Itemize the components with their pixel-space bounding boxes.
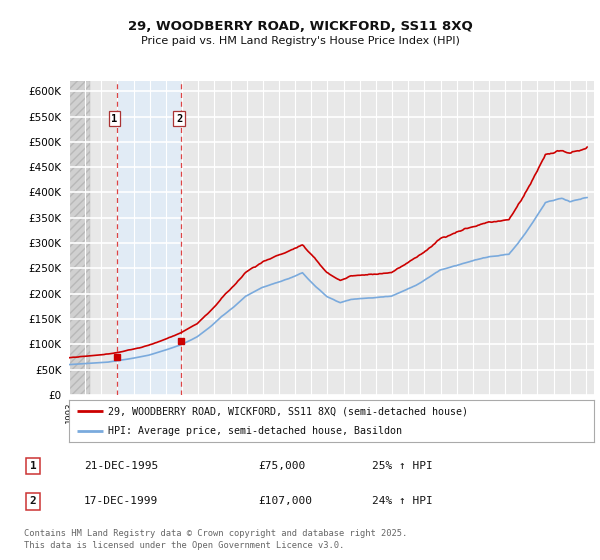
Text: 29, WOODBERRY ROAD, WICKFORD, SS11 8XQ: 29, WOODBERRY ROAD, WICKFORD, SS11 8XQ: [128, 20, 472, 32]
Text: 2: 2: [176, 114, 182, 124]
Text: 1: 1: [112, 114, 118, 124]
Text: 21-DEC-1995: 21-DEC-1995: [84, 461, 158, 471]
Text: 29, WOODBERRY ROAD, WICKFORD, SS11 8XQ (semi-detached house): 29, WOODBERRY ROAD, WICKFORD, SS11 8XQ (…: [109, 407, 469, 416]
Text: Price paid vs. HM Land Registry's House Price Index (HPI): Price paid vs. HM Land Registry's House …: [140, 36, 460, 46]
Text: £107,000: £107,000: [258, 496, 312, 506]
Text: Contains HM Land Registry data © Crown copyright and database right 2025.
This d: Contains HM Land Registry data © Crown c…: [24, 529, 407, 550]
Text: 2: 2: [29, 496, 37, 506]
Text: 17-DEC-1999: 17-DEC-1999: [84, 496, 158, 506]
Text: £75,000: £75,000: [258, 461, 305, 471]
Bar: [117, 81, 181, 395]
Text: 1: 1: [29, 461, 37, 471]
Bar: [69, 81, 90, 395]
Text: 24% ↑ HPI: 24% ↑ HPI: [372, 496, 433, 506]
Text: 25% ↑ HPI: 25% ↑ HPI: [372, 461, 433, 471]
Text: HPI: Average price, semi-detached house, Basildon: HPI: Average price, semi-detached house,…: [109, 427, 403, 436]
